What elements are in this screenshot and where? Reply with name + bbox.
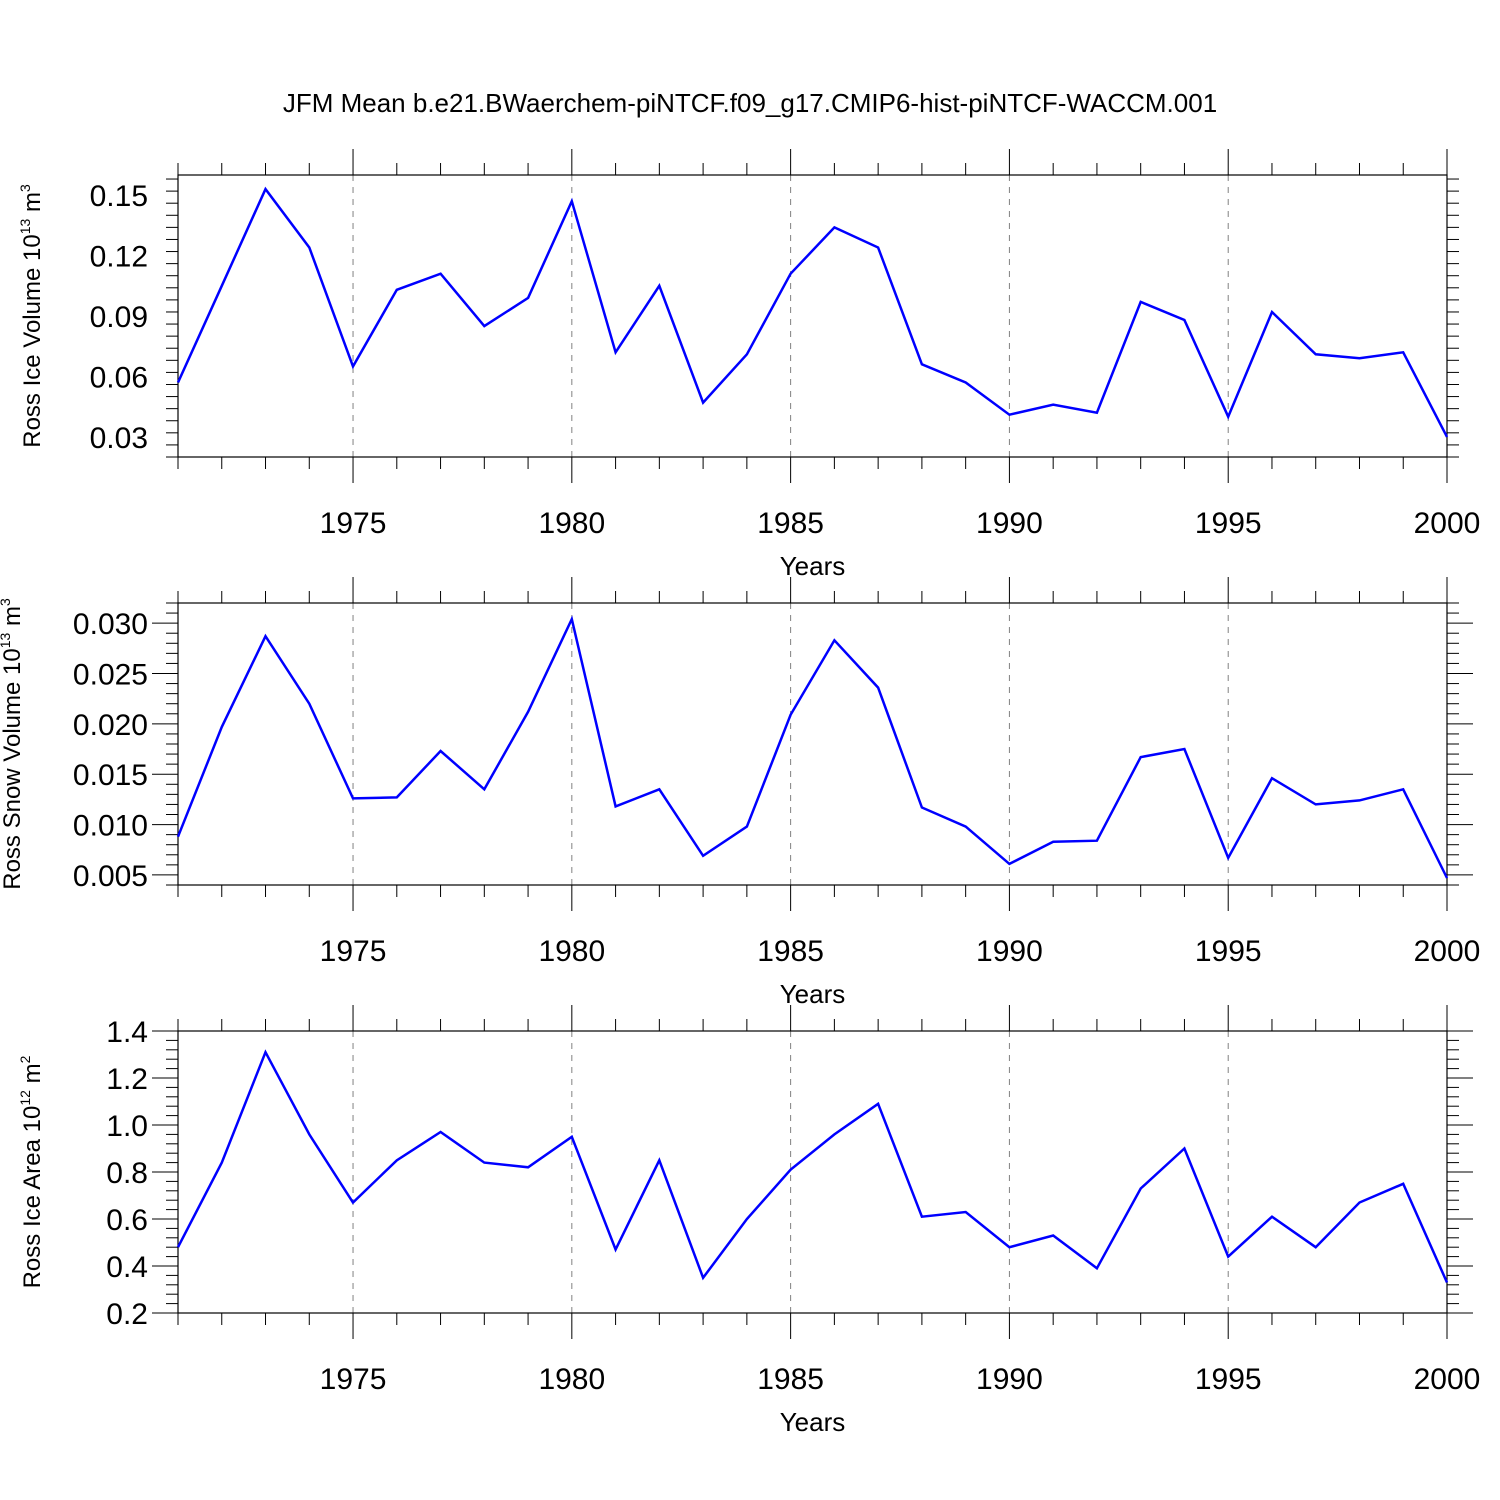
panel-1: 0.03 0.06 0.09 0.12 0.15 1975 1980 1985 1990 1995… (17, 149, 1480, 581)
x-tick-label: 2000 (1414, 507, 1481, 540)
series-line (176, 615, 1449, 879)
y-axis-label-superscript: 2 (17, 1055, 33, 1063)
x-tick-label: 1985 (757, 935, 824, 968)
y-tick-label: 1.2 (106, 1063, 148, 1096)
y-tick-label: 1.0 (106, 1110, 148, 1143)
x-tick-label: 1975 (320, 935, 387, 968)
y-tick-label: 0.005 (73, 860, 148, 893)
x-tick-label: 1985 (757, 1363, 824, 1396)
x-tick-label: 1975 (320, 507, 387, 540)
y-axis-label: Ross Snow Volume 1013 m3 (0, 598, 26, 890)
y-axis-label-part: Ross Ice Area 10 (19, 1106, 46, 1289)
x-tick-label: 2000 (1414, 1363, 1481, 1396)
x-axis-label: Years (780, 551, 846, 581)
plot-frame (177, 1030, 1448, 1314)
y-tick-label: 1.4 (106, 1016, 148, 1049)
y-axis-label-superscript: 13 (17, 219, 33, 235)
y-tick-label: 0.09 (90, 301, 148, 334)
series-line (176, 1049, 1449, 1284)
y-axis-label-part: Ross Ice Volume 10 (19, 234, 46, 447)
panel-2: 0.005 0.010 0.015 0.020 0.025 0.030 1975 1980 19… (0, 577, 1480, 1009)
y-axis-label-superscript: 13 (0, 633, 13, 649)
x-tick-label: 1980 (538, 1363, 605, 1396)
y-tick-label: 0.030 (73, 608, 148, 641)
x-tick-label: 1995 (1195, 935, 1262, 968)
y-axis-label: Ross Ice Area 1012 m2 (17, 1055, 46, 1288)
y-tick-label: 0.025 (73, 659, 148, 692)
y-axis-label-part: Ross Snow Volume 10 (0, 648, 26, 889)
plot-frame (177, 174, 1448, 458)
y-axis-label-part: m (19, 192, 46, 219)
y-tick-label: 0.010 (73, 810, 148, 843)
x-axis-label: Years (780, 979, 846, 1009)
x-tick-label: 2000 (1414, 935, 1481, 968)
x-tick-label: 1980 (538, 507, 605, 540)
y-axis-label: Ross Ice Volume 1013 m3 (17, 184, 46, 448)
x-tick-label: 1985 (757, 507, 824, 540)
x-tick-label: 1995 (1195, 1363, 1262, 1396)
y-tick-label: 0.8 (106, 1157, 148, 1190)
panel-3: 0.2 0.4 0.6 0.8 1.0 1.2 1.4 1975 1980 1985 1990 199… (17, 1005, 1480, 1437)
y-tick-label: 0.020 (73, 709, 148, 742)
y-tick-label: 0.4 (106, 1251, 148, 1284)
x-tick-label: 1980 (538, 935, 605, 968)
plot-frame (177, 602, 1448, 886)
y-axis-label-superscript: 3 (17, 184, 33, 192)
x-tick-label: 1975 (320, 1363, 387, 1396)
x-tick-label: 1990 (976, 507, 1043, 540)
y-tick-label: 0.12 (90, 241, 148, 274)
y-axis-label-superscript: 3 (0, 598, 13, 606)
y-tick-label: 0.015 (73, 759, 148, 792)
chart-title: JFM Mean b.e21.BWaerchem-piNTCF.f09_g17.… (283, 88, 1217, 118)
y-tick-label: 0.6 (106, 1204, 148, 1237)
y-axis-label-part: m (0, 606, 26, 633)
y-tick-label: 0.15 (90, 180, 148, 213)
x-axis-label: Years (780, 1407, 846, 1437)
y-tick-label: 0.06 (90, 361, 148, 394)
series-line (176, 186, 1449, 438)
y-axis-label-superscript: 12 (17, 1090, 33, 1106)
x-tick-label: 1990 (976, 935, 1043, 968)
y-tick-label: 0.2 (106, 1298, 148, 1331)
x-tick-label: 1990 (976, 1363, 1043, 1396)
x-tick-label: 1995 (1195, 507, 1262, 540)
y-axis-label-part: m (19, 1063, 46, 1090)
y-tick-label: 0.03 (90, 422, 148, 455)
